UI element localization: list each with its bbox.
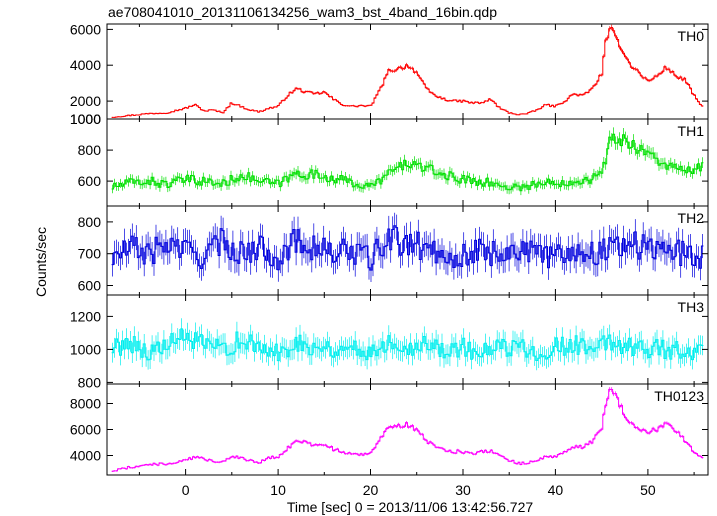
panel-frame: [106, 118, 709, 207]
x-tick-labels: 0 10 20 30 40 50: [182, 482, 656, 498]
y-tick-label: 800: [78, 374, 102, 390]
series-errorbars-th3: [112, 318, 703, 371]
series-line-th3: [111, 328, 704, 362]
chart-title: ae708041010_20131106134256_wam3_bst_4ban…: [108, 4, 497, 20]
y-tick-label: 800: [78, 142, 102, 158]
panel-label: TH1: [678, 123, 705, 139]
x-axis-label: Time [sec] 0 = 2013/11/06 13:42:56.727: [287, 499, 534, 515]
y-tick-label: 1000: [70, 341, 101, 357]
x-tick-label: 40: [548, 482, 564, 498]
y-tick-label: 1200: [70, 308, 101, 324]
y-tick-label: 600: [78, 278, 102, 294]
panel-th2: 600 700 800 TH2: [78, 205, 709, 296]
series-errorbars-th0123: [112, 387, 703, 472]
series-errorbars-th0: [112, 24, 703, 118]
y-tick-label: 800: [78, 214, 102, 230]
x-tick-label: 50: [640, 482, 656, 498]
x-tick-label: 20: [363, 482, 379, 498]
panel-th3: 800 1000 1200 TH3: [70, 294, 709, 390]
y-tick-label: 4000: [70, 57, 101, 73]
y-tick-label: 2000: [70, 93, 101, 109]
series-line-th0: [111, 27, 704, 118]
series-line-th2: [111, 225, 704, 271]
panel-label: TH0: [678, 28, 705, 44]
panel-th1: 600 800 1000 TH1: [70, 111, 709, 207]
y-tick-label: 600: [78, 173, 102, 189]
panels: 1000 2000 4000 6000 TH0 600 800 1000 TH1 600 700 80…: [70, 21, 709, 476]
y-tick-label: 1000: [70, 111, 101, 127]
panel-th0123: 4000 6000 8000 TH0123: [70, 383, 709, 476]
series-line-th0123: [111, 388, 704, 472]
panel-label: TH2: [678, 210, 705, 226]
y-tick-label: 8000: [70, 396, 101, 412]
panel-label: TH3: [678, 299, 705, 315]
y-tick-label: 700: [78, 246, 102, 262]
y-tick-label: 1000: [70, 111, 101, 127]
y-tick-label: 6000: [70, 21, 101, 37]
series-line-th1: [111, 133, 704, 192]
x-tick-label: 10: [270, 482, 286, 498]
panel-th0: 1000 2000 4000 6000 TH0: [70, 21, 709, 127]
y-tick-label: 4000: [70, 448, 101, 464]
panel-label: TH0123: [654, 388, 704, 404]
x-tick-label: 30: [455, 482, 471, 498]
x-tick-label: 0: [182, 482, 190, 498]
y-axis-label: Counts/sec: [33, 227, 49, 297]
y-tick-label: 6000: [70, 422, 101, 438]
